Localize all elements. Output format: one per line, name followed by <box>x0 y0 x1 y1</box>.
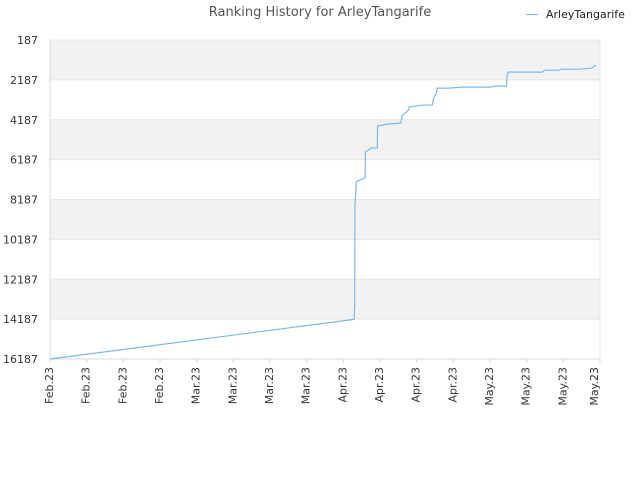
x-tick-label: Feb.23 <box>153 367 166 404</box>
y-tick-label: 12187 <box>3 273 38 286</box>
y-tick-label: 6187 <box>10 154 38 167</box>
legend-swatch <box>526 14 538 15</box>
grid-band <box>50 40 600 80</box>
grid-band <box>50 119 600 160</box>
x-tick-label: Mar.23 <box>300 367 313 404</box>
x-tick-label: Feb.23 <box>80 367 93 404</box>
y-tick-label: 2187 <box>10 74 38 87</box>
x-tick-label: Mar.23 <box>263 367 276 404</box>
y-tick-label: 4187 <box>10 114 38 127</box>
grid-band <box>50 279 600 320</box>
grid-band <box>50 199 600 240</box>
chart-title: Ranking History for ArleyTangarife <box>208 5 432 20</box>
x-tick-label: May.23 <box>556 367 569 406</box>
x-tick-label: Feb.23 <box>43 367 56 404</box>
x-tick-label: May.23 <box>520 367 533 406</box>
x-tick-label: May.23 <box>588 367 601 406</box>
x-tick-label: Mar.23 <box>226 367 239 404</box>
x-tick-label: Apr.23 <box>410 367 423 403</box>
series-line <box>49 64 597 360</box>
y-tick-label: 14187 <box>3 313 38 326</box>
x-tick-label: Mar.23 <box>190 367 203 404</box>
y-tick-label: 8187 <box>10 194 38 207</box>
legend-label: ArleyTangarife <box>546 8 625 21</box>
x-tick-label: Feb.23 <box>116 367 129 404</box>
x-tick-label: Apr.23 <box>336 367 349 403</box>
y-tick-label: 10187 <box>3 233 38 246</box>
x-tick-label: Apr.23 <box>373 367 386 403</box>
x-tick-label: Apr.23 <box>446 367 459 403</box>
x-tick-label: May.23 <box>483 367 496 406</box>
legend[interactable]: ArleyTangarife <box>526 8 625 21</box>
y-tick-label: 16187 <box>3 353 38 366</box>
y-tick-label: 187 <box>17 34 38 47</box>
